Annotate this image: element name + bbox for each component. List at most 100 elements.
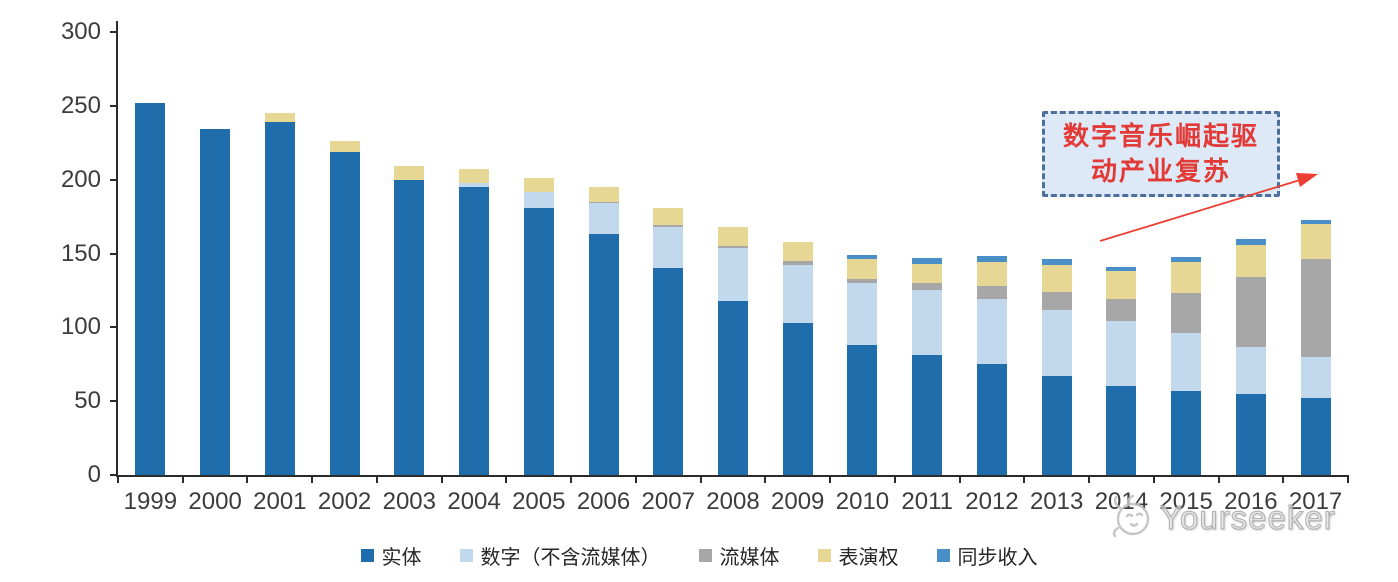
bar-segment-digital-excl-streaming [588,203,619,235]
bar-segment-digital-excl-streaming [1106,321,1137,387]
bar-slot [1024,32,1089,475]
watermark-text: Yourseeker [1159,498,1336,536]
y-axis-tick [110,104,118,107]
bar-segment-physical [976,364,1007,475]
stacked-bar-2006 [588,187,619,475]
x-axis-tick [181,475,184,483]
bar-slot [636,32,701,475]
bar-segment-sync-revenue [1041,259,1072,266]
bar-segment-physical [394,179,425,475]
stacked-bar-2004 [459,169,490,475]
bar-slot [571,32,636,475]
bar-segment-physical [717,300,748,475]
x-axis-label: 2012 [965,488,1019,515]
x-axis-tick [1152,475,1155,483]
x-axis-tick [570,475,573,483]
bar-segment-physical [653,268,684,475]
y-axis-tick-label: 200 [60,165,101,193]
x-axis-label: 2015 [1159,488,1213,515]
bar-segment-performance-rights [847,259,878,279]
bar-segment-performance-rights [1300,223,1331,260]
bar-slot [183,32,248,475]
x-axis-label: 2007 [641,488,695,515]
bar-slot [312,32,377,475]
stacked-bar-1999 [135,102,166,475]
x-axis-tick [246,475,249,483]
y-axis-tick [110,326,118,329]
annotation-line2: 动产业复苏 [1090,156,1231,186]
bar-segment-streaming [653,225,684,227]
stacked-bar-2008 [717,226,748,475]
bar-segment-physical [1106,386,1137,475]
bar-segment-performance-rights [394,166,425,180]
x-axis-label: 1999 [123,488,178,515]
legend-swatch-streaming [698,549,712,562]
legend-label-performance-rights: 表演权 [838,547,899,569]
legend-item-streaming: 流媒体 [698,541,780,570]
x-axis-tick [634,475,637,483]
y-axis-tick-label: 100 [60,313,101,341]
yourseeker-logo-icon [1112,494,1150,538]
x-axis-tick [958,475,961,483]
bar-segment-streaming [847,278,878,284]
legend-swatch-sync-revenue [936,549,950,562]
bar-segment-streaming [1235,277,1266,347]
stacked-bar-2015 [1171,256,1202,475]
x-axis-tick [117,475,119,483]
bar-segment-physical [1041,376,1072,475]
bar-segment-performance-rights [264,113,295,123]
bar-slot [1283,32,1348,475]
plot-area: 0 50 100 150 200 250 300 1999 2000 2001 2002 2003 2… [61,18,1349,515]
bar-segment-physical [264,122,295,475]
legend-item-sync-revenue: 同步收入 [936,541,1038,570]
bar-segment-physical [912,355,943,475]
y-axis-line [116,21,118,475]
x-axis-tick [1282,475,1285,483]
bar-segment-sync-revenue [1171,256,1202,263]
bar-segment-sync-revenue [976,256,1007,263]
stacked-bar-2011 [912,257,943,475]
x-axis-label: 2008 [706,488,760,515]
x-axis-label: 2013 [1029,488,1084,515]
x-axis-labels: 1999 2000 2001 2002 2003 2004 2005 2006 2007 2008… [118,488,1348,516]
bar-segment-sync-revenue [1300,219,1331,224]
x-axis-line [116,475,1348,477]
stacked-bar-2014 [1106,266,1137,475]
bar-segment-digital-excl-streaming [1171,333,1202,391]
legend-label-physical: 实体 [381,547,422,569]
x-axis-label: 2011 [901,488,953,515]
bar-segment-digital-excl-streaming [1300,356,1331,399]
y-axis-tick [110,178,118,181]
bars-container [118,32,1348,475]
bar-slot [1154,32,1219,475]
bar-slot [506,32,571,475]
bar-segment-digital-excl-streaming [976,299,1007,365]
legend-item-physical: 实体 [360,541,422,570]
stacked-bar-2017 [1300,219,1331,475]
bar-segment-performance-rights [459,169,490,183]
bar-slot [765,32,830,475]
bar-segment-sync-revenue [1106,266,1137,272]
bar-segment-digital-excl-streaming [459,182,490,188]
bar-segment-physical [459,187,490,475]
bar-segment-physical [1235,393,1266,475]
bar-segment-performance-rights [782,241,813,261]
y-axis-tick-label: 150 [60,239,101,267]
bar-segment-streaming [588,201,619,204]
y-axis-tick [110,31,118,33]
bar-segment-digital-excl-streaming [717,247,748,301]
x-axis-label: 2017 [1288,488,1343,515]
bar-segment-performance-rights [717,226,748,247]
bar-segment-digital-excl-streaming [523,191,554,208]
bar-segment-streaming [1171,293,1202,334]
bar-segment-physical [329,151,360,475]
x-axis-label: 2009 [771,488,825,515]
bar-segment-digital-excl-streaming [1041,309,1072,377]
bar-segment-performance-rights [1235,244,1266,278]
y-axis-tick-label: 0 [87,461,101,488]
bar-segment-streaming [912,283,943,291]
legend-item-performance-rights: 表演权 [817,541,899,570]
stacked-bar-2016 [1235,238,1266,475]
bar-slot [118,32,183,475]
stacked-bar-2003 [394,166,425,475]
